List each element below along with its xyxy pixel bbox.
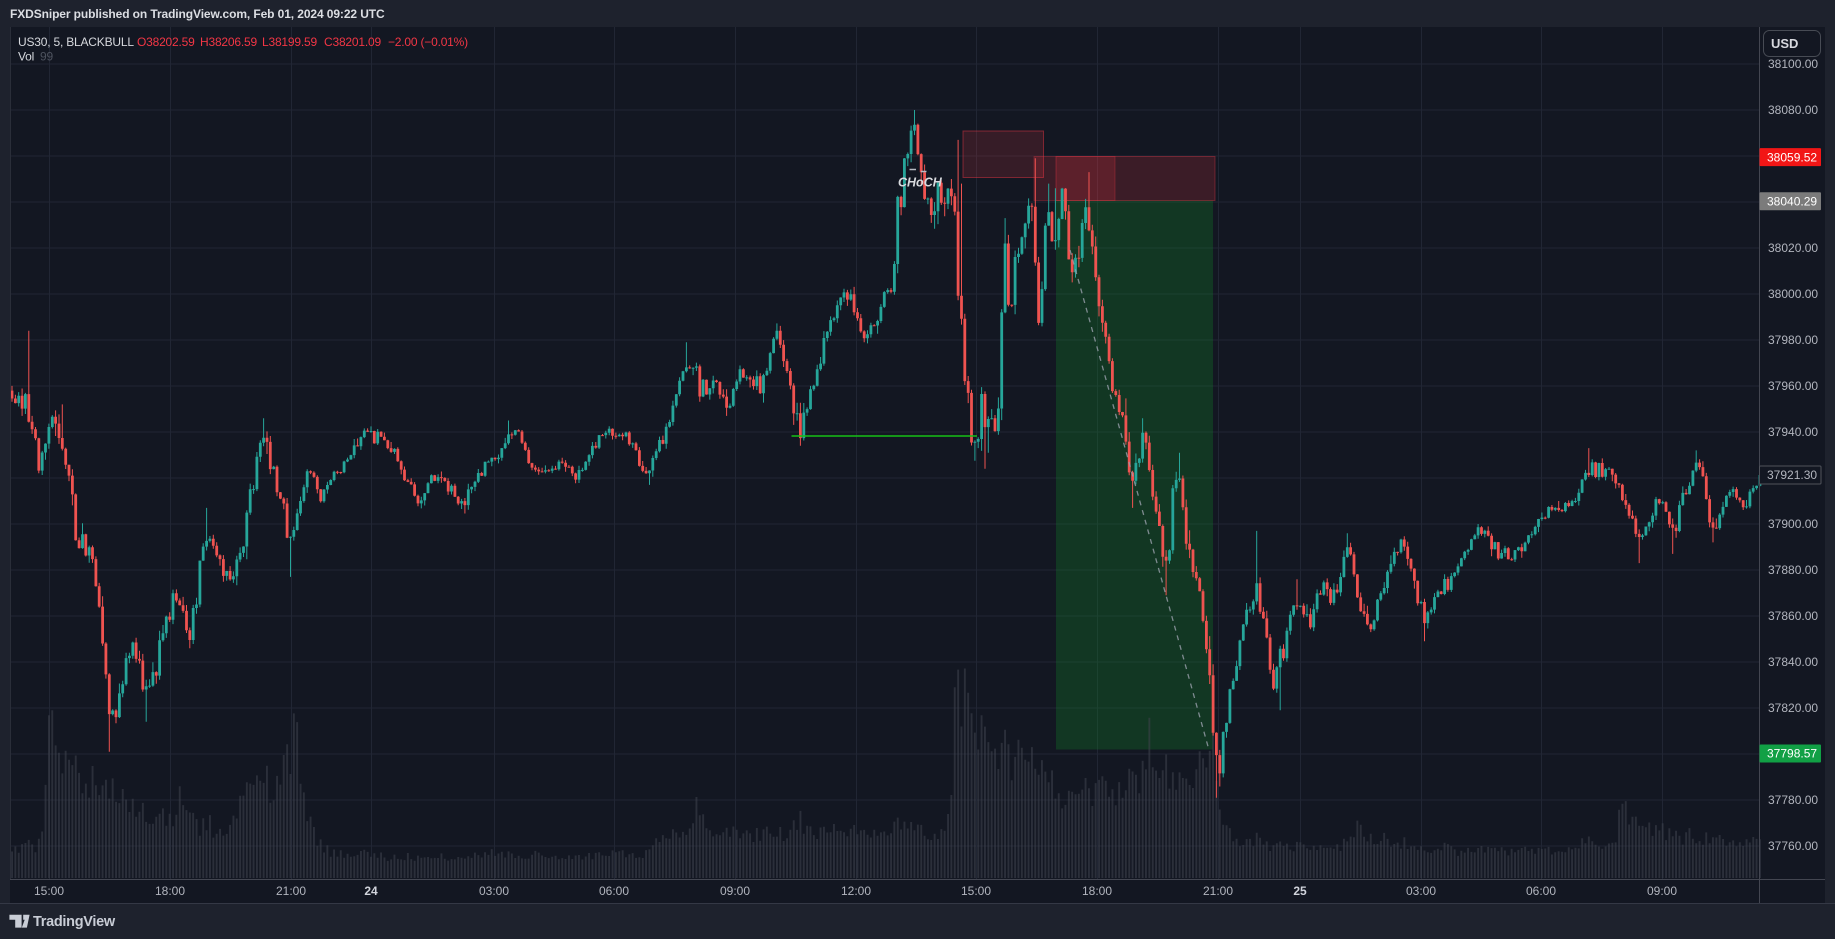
svg-text:37960.00: 37960.00 [1768, 379, 1818, 393]
svg-text:12:00: 12:00 [841, 884, 871, 898]
svg-text:37760.00: 37760.00 [1768, 839, 1818, 853]
svg-text:FXDSniper published on Trading: FXDSniper published on TradingView.com, … [10, 7, 385, 21]
svg-text:18:00: 18:00 [155, 884, 185, 898]
svg-text:37840.00: 37840.00 [1768, 655, 1818, 669]
svg-text:03:00: 03:00 [1406, 884, 1436, 898]
svg-text:CHoCH: CHoCH [898, 176, 943, 190]
svg-text:Vol: Vol [18, 50, 34, 64]
svg-text:37900.00: 37900.00 [1768, 517, 1818, 531]
svg-text:O38202.59: O38202.59 [137, 35, 195, 49]
svg-text:03:00: 03:00 [479, 884, 509, 898]
svg-text:37860.00: 37860.00 [1768, 609, 1818, 623]
svg-text:15:00: 15:00 [961, 884, 991, 898]
svg-text:06:00: 06:00 [599, 884, 629, 898]
svg-text:21:00: 21:00 [1203, 884, 1233, 898]
svg-text:09:00: 09:00 [720, 884, 750, 898]
svg-text:06:00: 06:00 [1526, 884, 1556, 898]
svg-text:37880.00: 37880.00 [1768, 563, 1818, 577]
svg-text:09:00: 09:00 [1647, 884, 1677, 898]
svg-text:18:00: 18:00 [1082, 884, 1112, 898]
svg-text:24: 24 [364, 884, 378, 898]
svg-text:37798.57: 37798.57 [1767, 747, 1817, 761]
svg-text:38020.00: 38020.00 [1768, 241, 1818, 255]
svg-text:C38201.09: C38201.09 [324, 35, 381, 49]
svg-text:37780.00: 37780.00 [1768, 793, 1818, 807]
svg-text:38080.00: 38080.00 [1768, 103, 1818, 117]
svg-text:21:00: 21:00 [276, 884, 306, 898]
svg-text:38040.29: 38040.29 [1767, 195, 1817, 209]
svg-text:−2.00 (−0.01%): −2.00 (−0.01%) [388, 35, 468, 49]
svg-text:37820.00: 37820.00 [1768, 701, 1818, 715]
svg-text:37940.00: 37940.00 [1768, 425, 1818, 439]
svg-text:38100.00: 38100.00 [1768, 57, 1818, 71]
svg-text:US30, 5, BLACKBULL: US30, 5, BLACKBULL [18, 35, 134, 49]
svg-text:L38199.59: L38199.59 [262, 35, 317, 49]
svg-text:38059.52: 38059.52 [1767, 150, 1817, 164]
svg-text:37921.30: 37921.30 [1767, 468, 1817, 482]
svg-text:99: 99 [40, 50, 53, 64]
svg-text:TradingView: TradingView [33, 914, 116, 930]
svg-text:15:00: 15:00 [34, 884, 64, 898]
svg-text:38000.00: 38000.00 [1768, 287, 1818, 301]
svg-text:37980.00: 37980.00 [1768, 333, 1818, 347]
svg-text:H38206.59: H38206.59 [200, 35, 257, 49]
svg-text:USD: USD [1771, 36, 1798, 51]
svg-text:25: 25 [1293, 884, 1307, 898]
